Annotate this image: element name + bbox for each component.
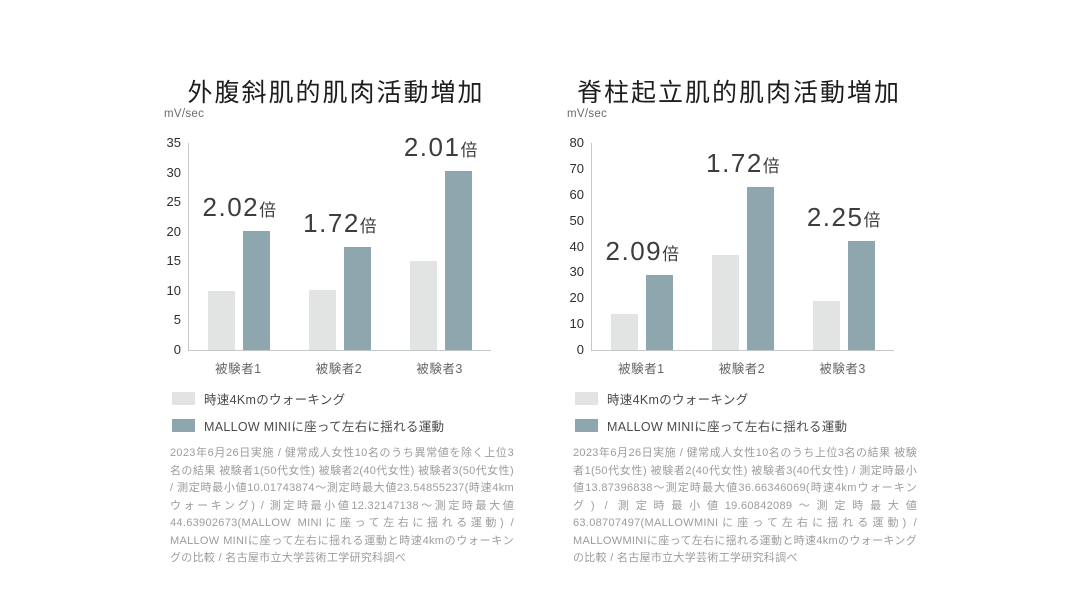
y-axis-tick-label: 20 <box>569 290 584 306</box>
ratio-suffix: 倍 <box>359 216 377 236</box>
legend-label: MALLOW MINIに座って左右に揺れる運動 <box>607 420 848 434</box>
y-axis-unit-label: mV/sec <box>164 108 205 120</box>
y-axis-tick-label: 0 <box>173 342 181 357</box>
y-axis-tick-label: 50 <box>569 212 584 228</box>
ratio-value: 2.01 <box>403 132 461 163</box>
ratio-suffix: 倍 <box>259 200 277 220</box>
walking-bar <box>812 301 840 350</box>
mallow-mini-bar <box>343 246 371 350</box>
x-axis-category-label: 被験者3 <box>416 362 463 376</box>
bar-group-被験者3: 2.25倍 <box>807 143 880 350</box>
bar-group-被験者1: 2.02倍 <box>203 143 276 350</box>
y-axis-tick-label: 30 <box>166 164 181 180</box>
plot-area: 0 5 10 15 20 25 30 35 2.02倍 1.72倍 2.01倍 <box>167 134 491 357</box>
chart-legend: 時速4Kmのウォーキング MALLOW MINIに座って左右に揺れる運動 <box>172 389 444 443</box>
mallow-swatch-icon <box>575 419 598 432</box>
chart-panel-erector-spinae: 脊柱起立肌的肌肉活動増加 mV/sec 0 10 20 30 40 50 60 70 80 2.0… <box>553 40 925 605</box>
x-axis-category-label: 被験者1 <box>215 362 262 376</box>
mallow-mini-bar <box>646 274 674 350</box>
ratio-suffix: 倍 <box>863 210 881 230</box>
ratio-annotation: 2.25倍 <box>807 204 881 230</box>
legend-item-walking: 時速4Kmのウォーキング <box>172 389 444 408</box>
mallow-mini-bar <box>847 240 875 350</box>
ratio-value: 2.02 <box>202 191 260 222</box>
walking-bar <box>409 261 437 350</box>
ratio-value: 2.25 <box>806 201 864 232</box>
y-axis-tick-label: 10 <box>569 316 584 332</box>
mallow-mini-bar <box>243 230 271 350</box>
x-axis-labels: 被験者1 被験者2 被験者3 <box>188 358 490 377</box>
chart-title: 脊柱起立肌的肌肉活動増加 <box>576 78 901 107</box>
walking-swatch-icon <box>172 392 195 405</box>
ratio-suffix: 倍 <box>662 244 680 264</box>
x-axis-category-label: 被験者2 <box>315 362 363 376</box>
legend-item-mallow: MALLOW MINIに座って左右に揺れる運動 <box>575 416 847 435</box>
bar-group-被験者1: 2.09倍 <box>606 143 679 350</box>
ratio-suffix: 倍 <box>460 141 478 161</box>
bar-group-被験者2: 1.72倍 <box>706 143 780 350</box>
y-axis-tick-label: 20 <box>166 223 181 239</box>
y-axis-tick-label: 15 <box>166 253 181 269</box>
walking-bar <box>208 290 236 350</box>
legend-item-walking: 時速4Kmのウォーキング <box>575 389 847 408</box>
ratio-annotation: 2.01倍 <box>404 134 478 160</box>
ratio-suffix: 倍 <box>762 157 780 176</box>
bar-group-被験者2: 1.72倍 <box>303 143 377 350</box>
x-axis-category-label: 被験者3 <box>819 362 866 376</box>
chart-footnote: 2023年6月26日実施 / 健常成人女性10名のうち上位3名の結果 被験者1(… <box>573 447 917 564</box>
ratio-value: 1.72 <box>706 148 763 178</box>
chart-footnote: 2023年6月26日実施 / 健常成人女性10名のうち異常値を除く上位3名の結果… <box>170 447 514 564</box>
y-axis-tick-label: 25 <box>166 194 181 210</box>
plot-area: 0 10 20 30 40 50 60 70 80 2.09倍 1.72倍 2.25倍 <box>570 135 894 357</box>
chart-legend: 時速4Kmのウォーキング MALLOW MINIに座って左右に揺れる運動 <box>575 389 847 443</box>
ratio-annotation: 2.09倍 <box>606 238 680 264</box>
legend-item-mallow: MALLOW MINIに座って左右に揺れる運動 <box>172 416 444 435</box>
legend-label: 時速4Kmのウォーキング <box>204 393 346 407</box>
y-axis-tick-label: 80 <box>569 135 584 150</box>
ratio-annotation: 1.72倍 <box>303 210 377 236</box>
mallow-swatch-icon <box>172 419 195 432</box>
y-axis-tick-label: 10 <box>166 282 181 298</box>
x-axis-category-label: 被験者1 <box>618 362 665 376</box>
walking-bar <box>308 289 336 350</box>
bars-row: 2.02倍 1.72倍 2.01倍 <box>189 134 491 350</box>
ratio-annotation: 2.02倍 <box>203 194 277 220</box>
ratio-annotation: 1.72倍 <box>706 150 780 176</box>
ratio-value: 2.09 <box>605 235 663 266</box>
y-axis-tick-label: 60 <box>569 186 584 202</box>
y-axis-tick-label: 40 <box>569 238 584 254</box>
y-axis-unit-label: mV/sec <box>567 108 608 120</box>
y-axis-tick-label: 5 <box>173 312 181 328</box>
walking-bar <box>611 314 639 350</box>
walking-bar <box>711 255 739 350</box>
bar-group-被験者3: 2.01倍 <box>404 134 477 350</box>
ratio-value: 1.72 <box>303 207 360 238</box>
legend-label: 時速4Kmのウォーキング <box>607 393 749 407</box>
y-axis-tick-label: 70 <box>569 160 584 176</box>
walking-swatch-icon <box>575 392 598 405</box>
y-axis-tick-label: 30 <box>569 264 584 280</box>
x-axis-category-label: 被験者2 <box>718 362 766 376</box>
y-axis-tick-label: 35 <box>166 135 181 150</box>
chart-panel-external-oblique: 外腹斜肌的肌肉活動増加 mV/sec 0 5 10 15 20 25 30 35 2.02倍 1.… <box>150 40 522 605</box>
chart-title: 外腹斜肌的肌肉活動増加 <box>187 78 485 107</box>
mallow-mini-bar <box>746 187 774 350</box>
mallow-mini-bar <box>444 171 472 350</box>
legend-label: MALLOW MINIに座って左右に揺れる運動 <box>204 420 445 434</box>
bars-row: 2.09倍 1.72倍 2.25倍 <box>592 143 894 350</box>
y-axis-tick-label: 0 <box>576 342 584 357</box>
x-axis-labels: 被験者1 被験者2 被験者3 <box>591 358 893 377</box>
